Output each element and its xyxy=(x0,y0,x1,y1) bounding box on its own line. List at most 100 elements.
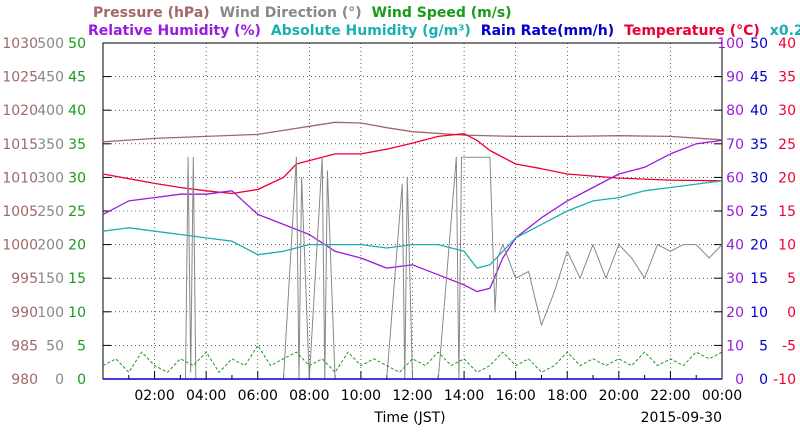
humidity-tick-label: 10 xyxy=(726,338,744,354)
temperature-tick-label: -5 xyxy=(782,338,796,354)
x-tick-label: 22:00 xyxy=(650,388,690,404)
temperature-tick-label: 20 xyxy=(778,170,796,186)
temperature-tick-label: 15 xyxy=(778,204,796,220)
pressure-tick-label: 1015 xyxy=(2,137,38,153)
wind_direction-tick-label: 0 xyxy=(55,372,64,388)
wind_direction-tick-label: 200 xyxy=(37,238,64,254)
rain_rate-tick-label: 45 xyxy=(750,70,768,86)
wind_speed-tick-label: 15 xyxy=(68,271,86,287)
rain_rate-tick-label: 15 xyxy=(750,271,768,287)
temperature-tick-label: 0 xyxy=(787,305,796,321)
legend-item: Wind Speed (m/s) xyxy=(372,5,512,21)
wind_direction-tick-label: 400 xyxy=(37,103,64,119)
x-axis-title: Time (JST) xyxy=(373,410,445,426)
series-temperature-c xyxy=(102,133,723,195)
legend-item: Absolute Humidity (g/m³) xyxy=(271,23,471,39)
series-group xyxy=(102,121,723,380)
temperature-tick-label: 25 xyxy=(778,137,796,153)
humidity-tick-label: 40 xyxy=(726,238,744,254)
rain_rate-tick-label: 20 xyxy=(750,238,768,254)
x-tick-label: 14:00 xyxy=(444,388,484,404)
pressure-tick-label: 1000 xyxy=(2,238,38,254)
rain_rate-tick-label: 40 xyxy=(750,103,768,119)
pressure-tick-label: 990 xyxy=(11,305,38,321)
humidity-tick-label: 80 xyxy=(726,103,744,119)
humidity-tick-label: 70 xyxy=(726,137,744,153)
wind_speed-tick-label: 5 xyxy=(77,338,86,354)
rain_rate-tick-label: 10 xyxy=(750,305,768,321)
grid xyxy=(103,43,722,379)
wind_direction-tick-label: 150 xyxy=(37,271,64,287)
wind_speed-tick-label: 25 xyxy=(68,204,86,220)
temperature-tick-label: 30 xyxy=(778,103,796,119)
humidity-tick-label: 100 xyxy=(717,36,744,52)
legend-row-1: Pressure (hPa) Wind Direction (°) Wind Spe… xyxy=(93,5,512,21)
pressure-tick-label: 1005 xyxy=(2,204,38,220)
legend-item: Temperature (°C) xyxy=(624,23,760,39)
x-tick-label: 08:00 xyxy=(289,388,329,404)
pressure-tick-label: 1025 xyxy=(2,70,38,86)
wind_speed-tick-label: 50 xyxy=(68,36,86,52)
x-tick-label: 06:00 xyxy=(238,388,278,404)
wind_direction-tick-label: 250 xyxy=(37,204,64,220)
x-tick-label: 04:00 xyxy=(186,388,226,404)
wind_speed-tick-label: 20 xyxy=(68,238,86,254)
wind_speed-tick-label: 0 xyxy=(77,372,86,388)
pressure-tick-label: 995 xyxy=(11,271,38,287)
series-relative-humidity xyxy=(102,139,723,293)
humidity-tick-label: 30 xyxy=(726,271,744,287)
x-tick-label: 02:00 xyxy=(134,388,174,404)
legend-item: Relative Humidity (%) xyxy=(88,23,261,39)
series-wind-direction xyxy=(103,156,723,380)
wind_speed-tick-label: 10 xyxy=(68,305,86,321)
wind_speed-tick-label: 45 xyxy=(68,70,86,86)
wind_direction-tick-label: 300 xyxy=(37,170,64,186)
legend-item: Wind Direction (°) xyxy=(220,5,362,21)
temperature-tick-label: 35 xyxy=(778,70,796,86)
temperature-tick-label: 40 xyxy=(778,36,796,52)
series-wind-speed-m-s xyxy=(102,344,723,373)
wind_speed-tick-label: 35 xyxy=(68,137,86,153)
wind_direction-tick-label: 350 xyxy=(37,137,64,153)
pressure-tick-label: 1020 xyxy=(2,103,38,119)
y-axes: 9809859909951000100510101015102010251030… xyxy=(2,36,796,388)
humidity-tick-label: 60 xyxy=(726,170,744,186)
rain_rate-tick-label: 30 xyxy=(750,170,768,186)
rain_rate-tick-label: 25 xyxy=(750,204,768,220)
humidity-tick-label: 50 xyxy=(726,204,744,220)
humidity-tick-label: 90 xyxy=(726,70,744,86)
x-tick-label: 18:00 xyxy=(547,388,587,404)
wind_direction-tick-label: 450 xyxy=(37,70,64,86)
humidity-tick-label: 0 xyxy=(735,372,744,388)
legend-item: x0.2 xyxy=(770,23,800,39)
rain_rate-tick-label: 35 xyxy=(750,137,768,153)
wind_direction-tick-label: 500 xyxy=(37,36,64,52)
x-tick-label: 16:00 xyxy=(495,388,535,404)
series-absolute-humidity-g-m xyxy=(102,180,723,269)
humidity-tick-label: 20 xyxy=(726,305,744,321)
rain_rate-tick-label: 50 xyxy=(750,36,768,52)
wind_direction-tick-label: 50 xyxy=(46,338,64,354)
legend-row-2: Relative Humidity (%) Absolute Humidity (… xyxy=(88,23,800,39)
x-tick-label: 12:00 xyxy=(392,388,432,404)
x-axis: 02:00 04:00 06:00 08:00 10:00 12:00 14:00 16:00… xyxy=(128,371,742,404)
pressure-tick-label: 985 xyxy=(11,338,38,354)
wind_direction-tick-label: 100 xyxy=(37,305,64,321)
pressure-tick-label: 980 xyxy=(11,372,38,388)
pressure-tick-label: 1010 xyxy=(2,170,38,186)
rain_rate-tick-label: 0 xyxy=(759,372,768,388)
series-pressure-hpa xyxy=(102,121,723,143)
wind_speed-tick-label: 40 xyxy=(68,103,86,119)
legend-item: Rain Rate(mm/h) xyxy=(481,23,614,39)
temperature-tick-label: 10 xyxy=(778,238,796,254)
temperature-tick-label: 5 xyxy=(787,271,796,287)
date-label: 2015-09-30 xyxy=(641,410,722,426)
temperature-tick-label: -10 xyxy=(773,372,796,388)
x-tick-label: 10:00 xyxy=(341,388,381,404)
legend-item: Pressure (hPa) xyxy=(93,5,210,21)
rain_rate-tick-label: 5 xyxy=(759,338,768,354)
wind_speed-tick-label: 30 xyxy=(68,170,86,186)
pressure-tick-label: 1030 xyxy=(2,36,38,52)
x-tick-label: 00:00 xyxy=(702,388,742,404)
